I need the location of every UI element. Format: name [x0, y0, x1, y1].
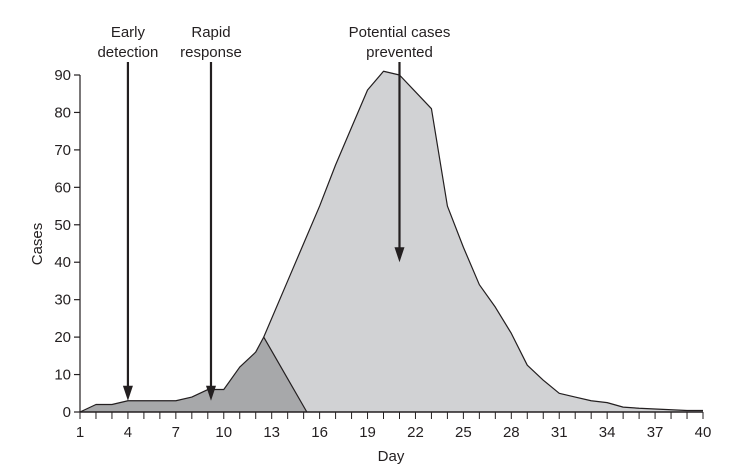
annotation-2: Potential cases prevented — [349, 24, 451, 263]
annotation-0: Early detection — [97, 24, 158, 401]
y-tick-label: 60 — [54, 179, 71, 196]
x-tick-label: 16 — [311, 424, 328, 441]
y-tick-label: 70 — [54, 142, 71, 159]
annotation-label: Potential cases — [349, 24, 451, 41]
x-tick-label: 10 — [215, 424, 232, 441]
annotation-label: prevented — [366, 44, 433, 61]
x-tick-label: 34 — [599, 424, 616, 441]
y-tick-label: 10 — [54, 367, 71, 384]
y-axis-title: Cases — [29, 223, 46, 266]
x-tick-label: 4 — [124, 424, 132, 441]
arrow-down-icon — [122, 385, 133, 401]
x-tick-label: 19 — [359, 424, 376, 441]
x-tick-label: 37 — [647, 424, 664, 441]
x-tick-label: 25 — [455, 424, 472, 441]
annotation-1: Rapid response — [180, 24, 242, 401]
actual-cases-line — [79, 336, 308, 413]
prevented-cases-line — [263, 70, 703, 412]
x-tick-label: 31 — [551, 424, 568, 441]
actual-cases-area — [80, 337, 307, 412]
x-tick-label: 7 — [172, 424, 180, 441]
y-tick-label: 30 — [54, 292, 71, 309]
x-tick-label: 13 — [263, 424, 280, 441]
y-tick-label: 50 — [54, 217, 71, 234]
x-tick-label: 1 — [76, 424, 84, 441]
y-tick-label: 0 — [63, 404, 71, 421]
y-tick-label: 80 — [54, 104, 71, 121]
x-tick-label: 40 — [695, 424, 712, 441]
x-tick-label: 22 — [407, 424, 424, 441]
annotation-label: Rapid — [191, 24, 230, 41]
axes: 0 10 20 30 40 50 60 70 80 90 1 4 7 10 13 16 19 22 25 28 31 34… — [54, 67, 711, 441]
annotation-label: Early — [111, 24, 146, 41]
annotations: Early detection Rapid response Potential cas… — [97, 24, 450, 401]
y-tick-label: 40 — [54, 254, 71, 271]
prevented-cases-area — [263, 71, 703, 412]
arrow-down-icon — [205, 385, 216, 401]
x-tick-label: 28 — [503, 424, 520, 441]
arrow-down-icon — [394, 247, 405, 263]
y-tick-label: 20 — [54, 329, 71, 346]
annotation-label: detection — [97, 44, 158, 61]
x-axis-title: Day — [378, 448, 405, 465]
plot-areas — [79, 70, 703, 413]
annotation-label: response — [180, 44, 242, 61]
y-tick-label: 90 — [54, 67, 71, 84]
